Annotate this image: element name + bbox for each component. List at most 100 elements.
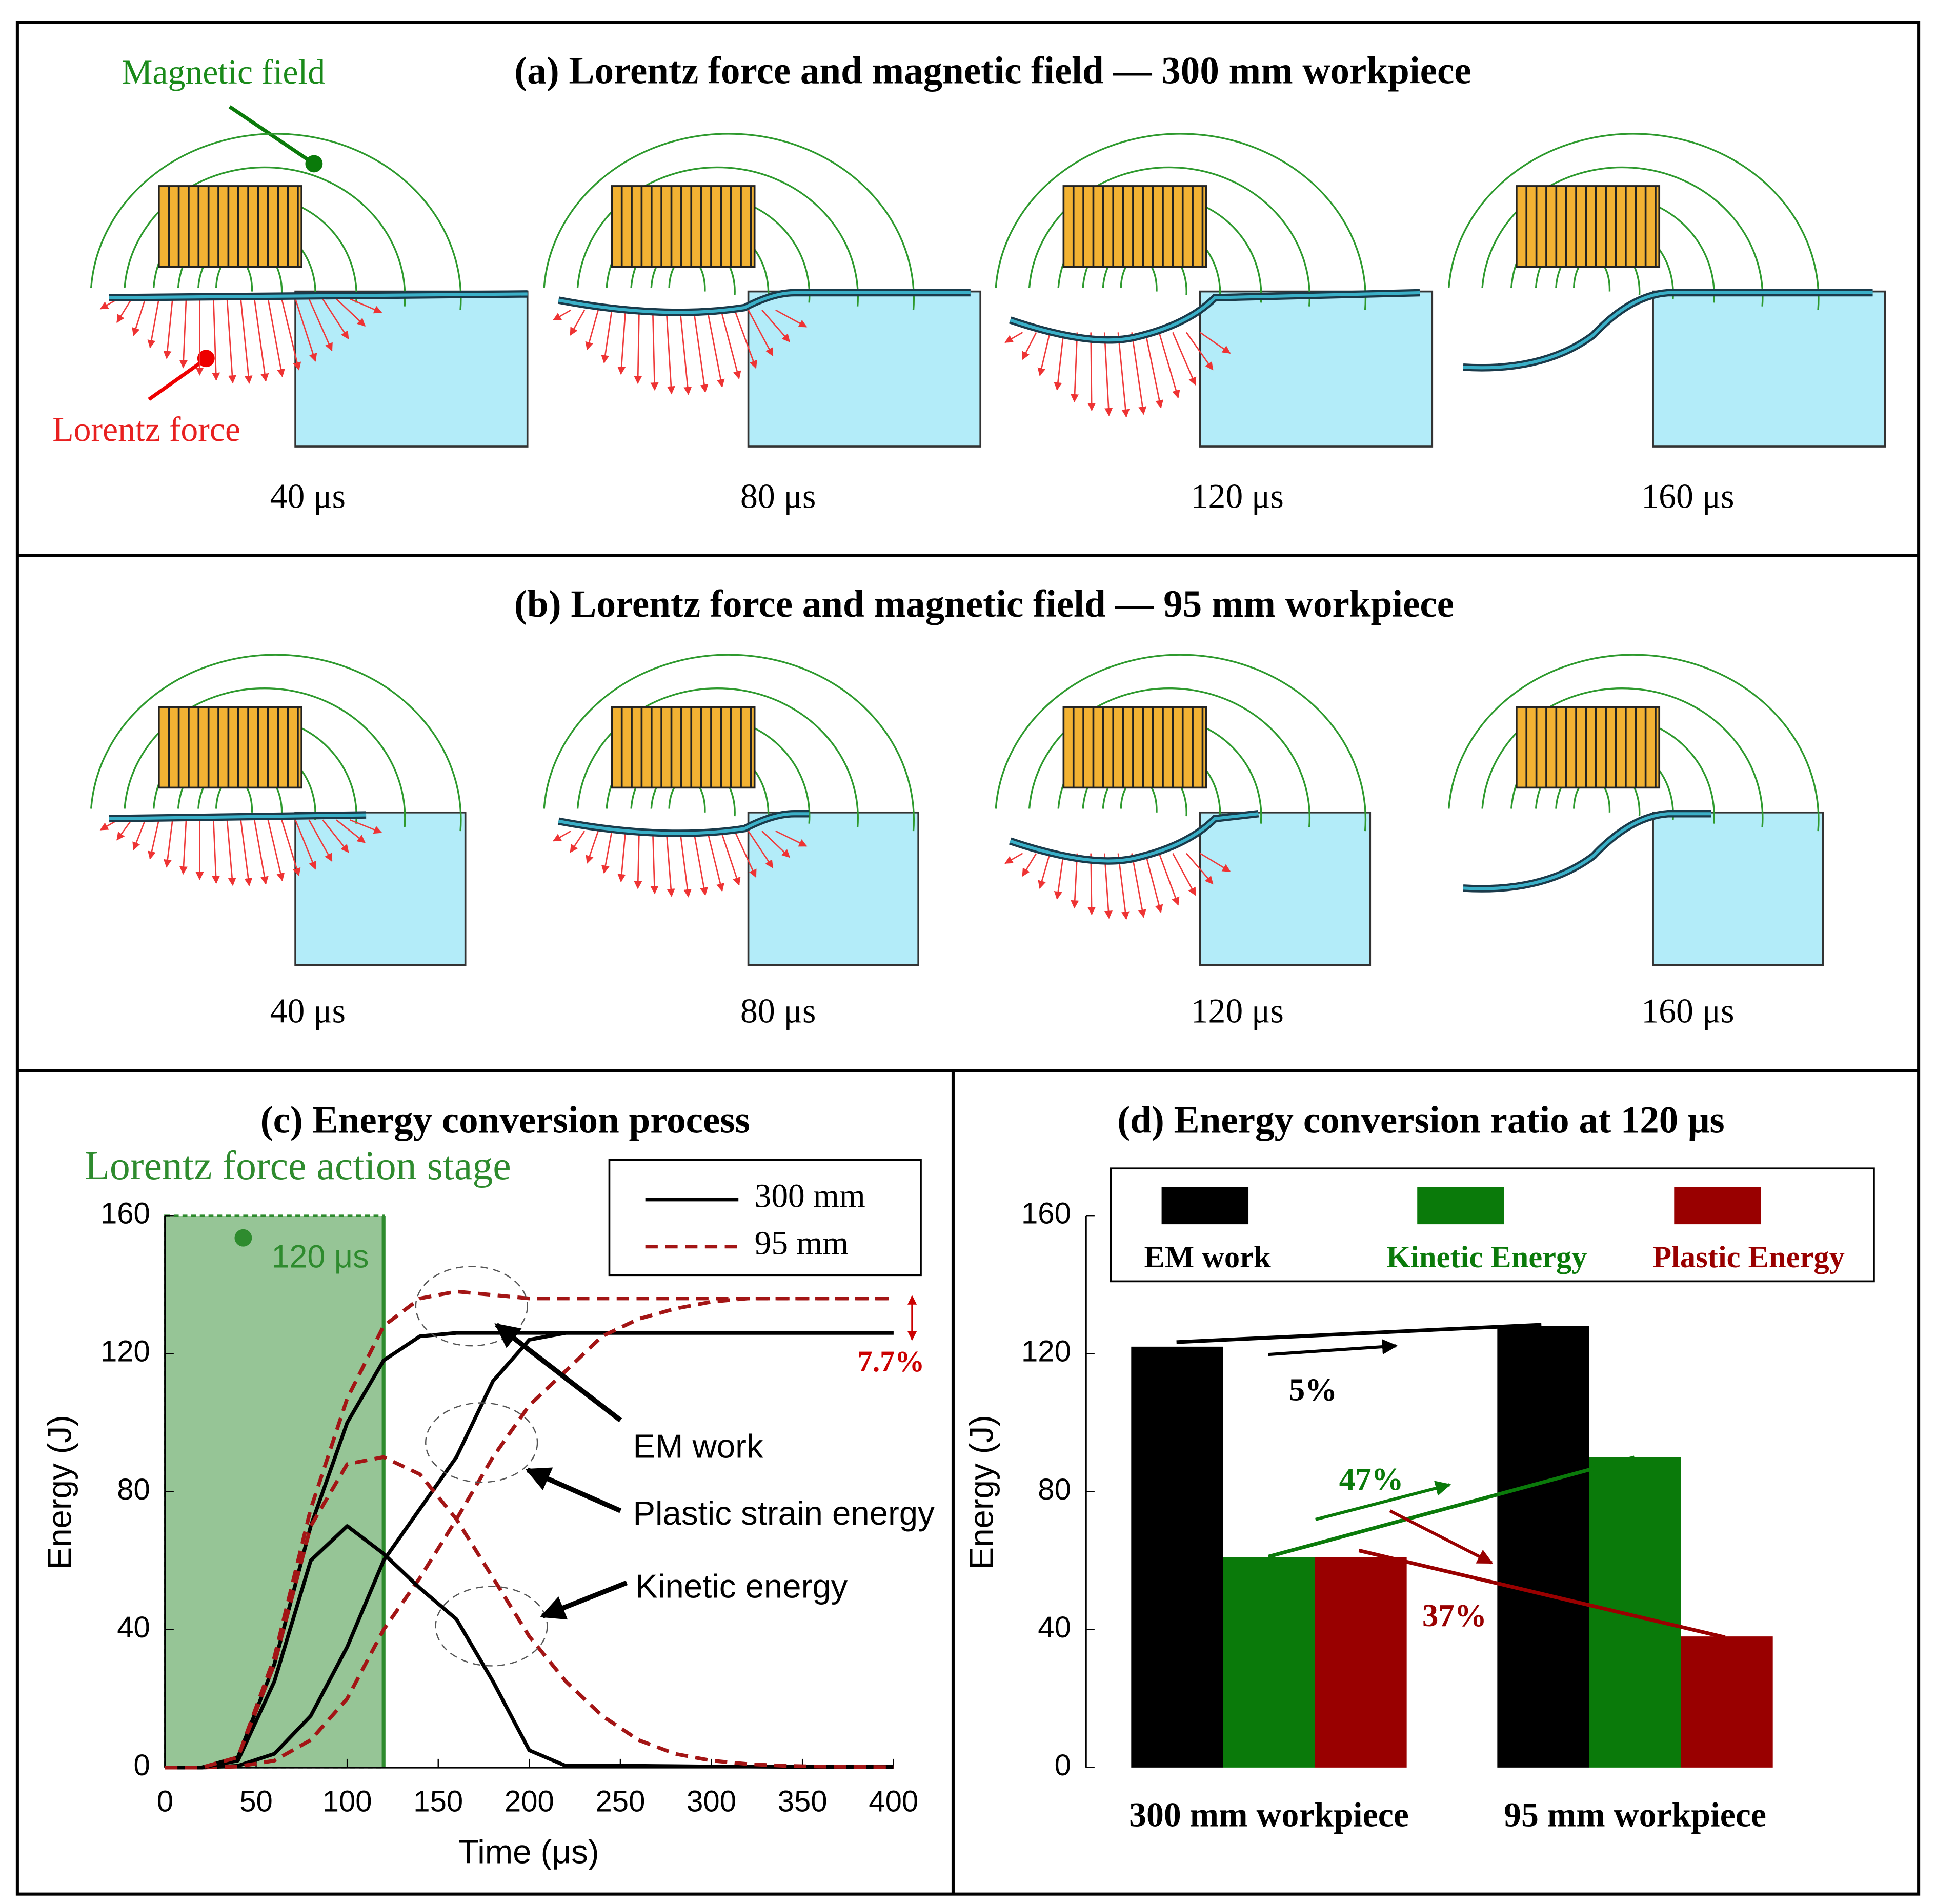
series-line (165, 1524, 894, 1770)
annotation: Kinetic energy (635, 1568, 848, 1605)
force-arrow (132, 298, 146, 336)
force-arrow (634, 310, 642, 384)
force-arrow (720, 831, 741, 886)
force-arrow (350, 819, 382, 834)
force-arrow (1185, 332, 1214, 371)
force-arrow (617, 831, 627, 883)
force-arrow (116, 298, 132, 323)
time-label: 120 μs (1191, 477, 1284, 516)
annotation-arrow (494, 1323, 622, 1423)
force-arrow (634, 831, 642, 889)
force-arrow (1199, 332, 1231, 354)
x-tick-label: 300 (687, 1785, 736, 1818)
coil (1516, 706, 1661, 789)
force-arrow (1199, 853, 1231, 873)
bar (1131, 1346, 1223, 1768)
coil (1516, 185, 1661, 268)
x-tick-label: 50 (239, 1785, 273, 1818)
force-arrow (650, 310, 659, 391)
force-arrow (775, 309, 808, 328)
bar (1589, 1457, 1681, 1768)
force-arrow (650, 831, 659, 895)
coil (611, 185, 756, 268)
y-tick-label: 160 (100, 1197, 150, 1230)
highlight (435, 1586, 548, 1667)
force-arrow (601, 310, 613, 363)
force-arrow (212, 820, 220, 884)
force-arrow (707, 831, 724, 892)
pointer-dot (305, 155, 323, 173)
sim-frame (995, 654, 1372, 966)
legend-label: Kinetic Energy (1386, 1240, 1587, 1274)
workpiece-core (1010, 812, 1259, 863)
coil (1062, 706, 1207, 789)
y-tick-label: 160 (1021, 1197, 1071, 1230)
field-line (124, 687, 406, 827)
field-line (1028, 166, 1310, 307)
force-arrow (322, 819, 349, 853)
field-line (1448, 133, 1820, 311)
force-arrow (617, 310, 627, 375)
x-axis-label: Time (μs) (458, 1833, 599, 1870)
change-link (1176, 1323, 1542, 1344)
difference-label: 7.7% (858, 1345, 925, 1378)
force-arrow (1131, 332, 1147, 415)
sim-frame (90, 654, 467, 966)
time-label: 160 μs (1641, 477, 1734, 516)
workpiece-core (109, 813, 367, 820)
time-label: 80 μs (740, 992, 816, 1030)
sim-frame (543, 654, 919, 966)
legend-swatch (1417, 1187, 1504, 1225)
force-arrow (212, 299, 220, 381)
force-arrow (1172, 853, 1196, 896)
pointer-dot (234, 1229, 252, 1247)
die (294, 290, 529, 448)
force-arrow (1037, 332, 1051, 376)
force-arrow (240, 820, 253, 886)
force-arrow (1186, 853, 1214, 885)
field-line (90, 133, 462, 311)
force-arrow (267, 820, 285, 882)
force-arrow (1004, 332, 1023, 343)
workpiece-core (558, 291, 971, 314)
field-line (124, 166, 406, 307)
field-line (543, 654, 915, 832)
legend-swatch (1674, 1187, 1761, 1225)
force-arrow (226, 820, 236, 886)
field-line (1448, 654, 1820, 832)
coil (158, 706, 302, 789)
force-arrow (1117, 853, 1130, 920)
force-arrow (707, 310, 725, 388)
x-tick-label: 95 mm workpiece (1504, 1796, 1766, 1834)
field-line (1481, 687, 1764, 827)
coil (611, 706, 756, 789)
force-arrow (1071, 853, 1079, 909)
x-tick-label: 100 (322, 1785, 372, 1818)
force-arrow (253, 820, 269, 885)
force-arrow (179, 820, 188, 875)
force-arrow (1038, 853, 1051, 889)
force-arrow (336, 819, 366, 843)
force-arrow (294, 298, 317, 362)
bar (1681, 1636, 1773, 1768)
time-label: 40 μs (270, 992, 346, 1030)
force-arrow (570, 310, 586, 336)
bar (1223, 1557, 1315, 1768)
x-tick-label: 350 (778, 1785, 828, 1818)
force-arrow (240, 298, 253, 384)
y-tick-label: 80 (1038, 1473, 1071, 1506)
bar (1497, 1326, 1589, 1768)
force-arrow (132, 819, 146, 850)
annotation-arrow (525, 1467, 622, 1513)
y-axis-label: Energy (J) (41, 1415, 78, 1569)
frame (15, 21, 1921, 1896)
force-arrow (666, 310, 675, 395)
force-label: Lorentz force (52, 410, 240, 449)
y-axis-label: Energy (J) (963, 1415, 1000, 1569)
force-arrow (1158, 332, 1180, 399)
y-tick-label: 0 (134, 1749, 150, 1782)
sim-frame (1448, 654, 1824, 966)
die (294, 811, 467, 966)
force-arrow (734, 310, 757, 369)
